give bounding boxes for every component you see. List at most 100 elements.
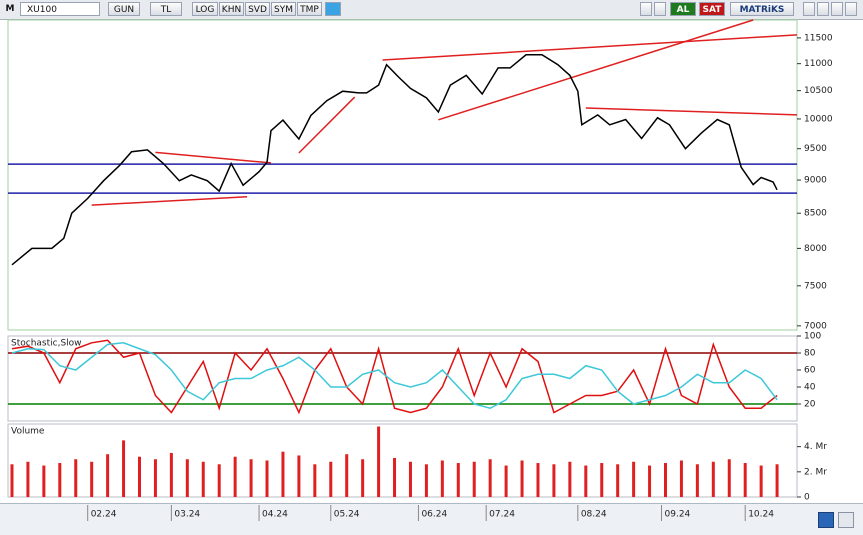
volume-bar [153,459,157,497]
volume-bar [265,460,269,497]
toolbar-button[interactable]: LOG [192,2,218,16]
trend-line [438,19,754,121]
toolbar-button[interactable]: GUN [108,2,140,16]
x-tick-label: 04.24 [262,510,288,520]
y-tick-label: 8000 [804,244,827,254]
volume-bar [664,463,667,497]
toolbar-button[interactable]: SYM [271,2,296,16]
volume-bar [568,461,572,497]
volume-bar [711,461,715,497]
symbol-field[interactable]: XU100 [20,2,100,16]
sell-button[interactable]: SAT [699,2,725,16]
volume-bar [281,451,285,497]
share-button[interactable] [325,2,341,16]
trend-line [155,151,272,164]
volume-bar [297,455,301,497]
volume-bar [424,464,428,497]
x-tick-label: 05.24 [334,510,360,520]
data-line [11,54,778,266]
y-tick-label: 11500 [804,33,833,43]
volume-bar [393,457,397,497]
y-tick-label: 40 [804,383,816,393]
volume-bar [472,461,476,497]
y-tick-label: 7500 [804,281,827,291]
x-tick-label: 10.24 [748,510,774,520]
volume-bar [377,426,381,497]
x-tick-label: 09.24 [665,510,691,520]
volume-bar [122,440,126,497]
volume-bar [26,461,30,497]
y-tick-label: 80 [804,349,816,359]
toolbar-button[interactable]: TMP [297,2,322,16]
icon-button[interactable] [845,2,857,16]
panel-frame [7,19,798,331]
panel-title: Volume [11,427,45,437]
volume-bar [408,461,412,497]
panel-frame [7,423,798,498]
volume-bar [58,463,62,497]
volume-bar [488,459,492,497]
y-tick-label: 60 [804,366,816,376]
volume-bar [600,463,604,497]
volume-bar [727,459,731,497]
scroll-button[interactable] [818,512,834,528]
volume-bar [10,464,14,497]
icon-button[interactable] [640,2,652,16]
x-tick-label: 06.24 [421,510,447,520]
icon-button[interactable] [831,2,843,16]
y-tick-label: 8500 [804,209,827,219]
trend-line [585,107,798,116]
bottom-bar [0,503,863,535]
icon-button[interactable] [817,2,829,16]
volume-bar [695,464,699,497]
volume-bar [456,463,460,497]
volume-bar [632,461,636,497]
y-tick-label: 100 [804,332,821,342]
panel-frame [7,335,798,422]
x-tick-label: 08.24 [581,510,607,520]
logo: M [5,4,15,14]
icon-button[interactable] [803,2,815,16]
x-tick-label: 03.24 [174,510,200,520]
volume-bar [584,465,588,497]
y-tick-label: 11000 [804,59,833,69]
volume-bar [552,464,556,497]
icon-button[interactable] [654,2,666,16]
buy-button[interactable]: AL [670,2,696,16]
trend-line [298,96,356,154]
toolbar-button[interactable]: SVD [245,2,270,16]
data-line [11,342,778,410]
volume-bar [90,461,94,497]
toolbar-button[interactable]: KHN [219,2,244,16]
volume-bar [217,464,221,497]
y-tick-label: 20 [804,400,816,410]
trend-line [91,195,248,206]
x-tick-label: 07.24 [489,510,515,520]
volume-bar [679,460,683,497]
data-line [11,339,778,415]
volume-bar [201,461,205,497]
volume-bar [233,456,237,497]
volume-bar [743,463,747,497]
volume-bar [313,464,317,497]
volume-bar [74,459,78,497]
volume-bar [361,459,365,497]
scroll-button[interactable] [838,512,854,528]
y-tick-label: 10000 [804,114,833,124]
volume-bar [504,465,508,497]
toolbar-button[interactable]: TL [150,2,182,16]
volume-bar [440,460,444,497]
y-tick-label: 9000 [804,176,827,186]
y-tick-label: 2. Mr [804,467,827,477]
volume-bar [106,454,110,497]
x-tick-label: 02.24 [91,510,117,520]
volume-bar [345,454,349,497]
brand: MATRiKS [730,2,794,16]
volume-bar [775,464,779,497]
volume-bar [138,456,141,497]
panel-title: Stochastic,Slow [11,339,82,349]
volume-bar [759,465,763,497]
y-tick-label: 7000 [804,321,827,331]
